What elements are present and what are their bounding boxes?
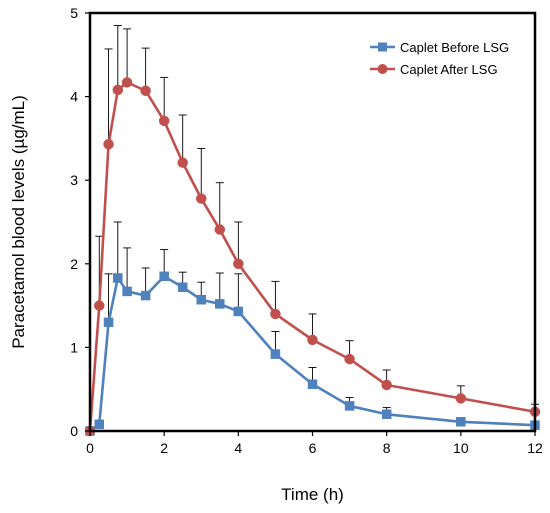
data-point-square [196,294,206,305]
data-point-circle [94,300,105,311]
legend: Caplet Before LSG Caplet After LSG [370,40,509,77]
data-point-square [159,271,169,282]
data-point-square [94,419,105,430]
data-point-square [215,299,225,309]
error-bars-layer [95,25,539,426]
data-point-square [140,290,151,301]
legend-label: Caplet After LSG [400,62,498,77]
data-point-circle [233,258,244,270]
x-tick-label: 0 [86,440,94,456]
x-tick-label: 6 [309,440,317,456]
x-tick-label: 8 [383,440,391,456]
data-point-square [122,286,132,297]
data-point-square [307,379,318,389]
legend-label: Caplet Before LSG [400,40,509,55]
data-point-circle [381,379,392,391]
data-point-square [456,417,466,427]
data-point-circle [140,85,151,96]
data-point-circle [103,139,114,150]
data-point-circle [270,308,281,320]
data-point-square [233,306,244,317]
y-tick-label: 4 [70,89,78,105]
data-point-circle [344,353,355,365]
data-point-circle [177,157,188,168]
y-tick-label: 0 [70,423,78,439]
legend-marker-square [378,42,387,52]
series-line [89,275,536,433]
data-point-circle [307,334,318,346]
x-tick-label: 4 [234,440,242,456]
markers-layer [84,77,541,437]
y-tick-label: 2 [70,256,78,272]
data-point-circle [455,393,467,404]
y-axis-title: Paracetamol blood levels (µg/mL) [9,95,28,349]
y-tick-label: 3 [70,172,78,188]
data-point-circle [196,193,207,204]
data-point-circle [121,77,133,88]
data-point-square [381,409,392,420]
y-tick-label: 1 [70,339,78,355]
legend-marker-circle [377,64,388,74]
data-point-circle [214,224,226,235]
x-tick-label: 12 [527,440,543,456]
data-point-circle [158,115,170,127]
x-axis-title: Time (h) [281,485,344,504]
y-tick-label: 5 [70,5,78,21]
data-point-square [103,317,114,328]
x-tick-label: 10 [453,440,469,456]
data-point-square [270,349,281,359]
x-tick-label: 2 [160,440,168,456]
data-point-square [113,273,123,283]
data-point-square [344,401,355,411]
data-point-square [177,282,188,292]
data-point-circle [112,84,124,96]
